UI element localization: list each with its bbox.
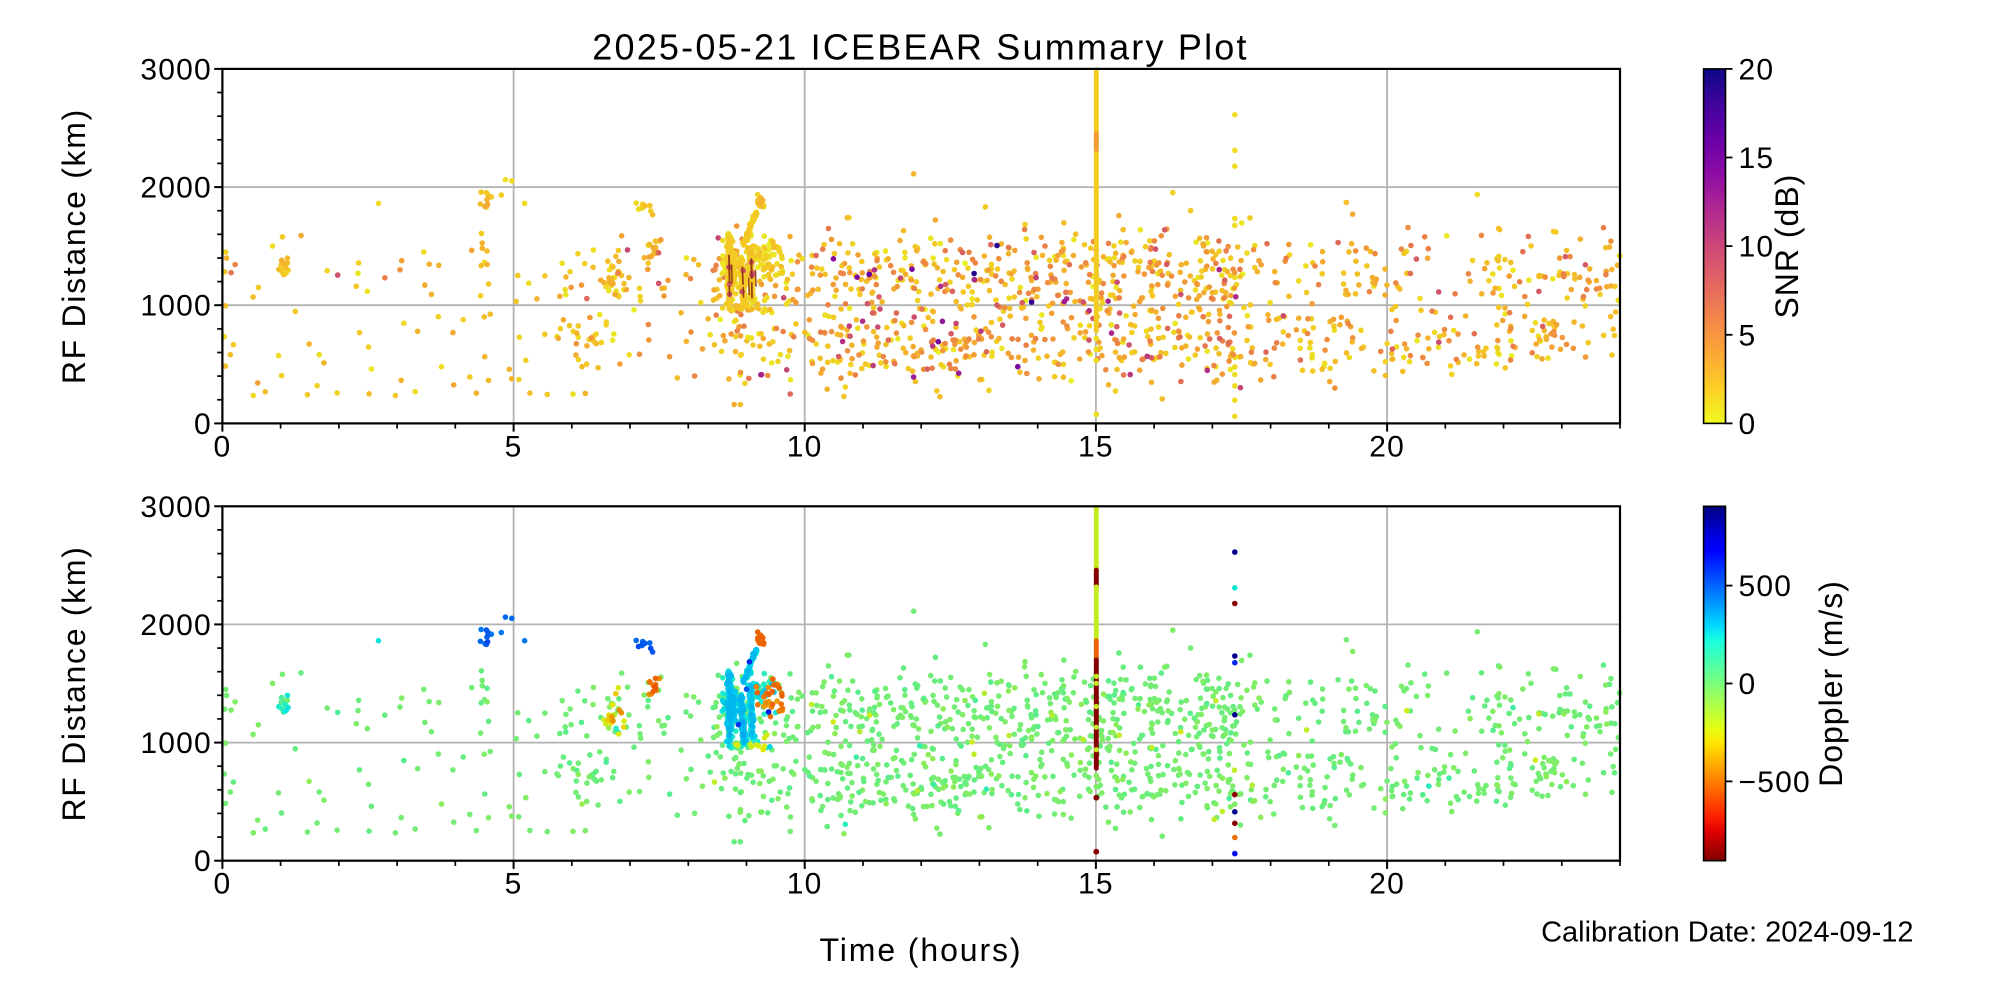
svg-text:−500: −500 <box>1739 766 1811 799</box>
svg-text:0: 0 <box>213 430 231 463</box>
svg-text:3000: 3000 <box>140 53 212 86</box>
svg-text:2000: 2000 <box>140 609 212 642</box>
svg-text:RF Distance (km): RF Distance (km) <box>56 545 92 821</box>
svg-text:15: 15 <box>1739 142 1775 175</box>
svg-text:0: 0 <box>1739 668 1757 701</box>
svg-text:20: 20 <box>1369 868 1405 901</box>
svg-text:5: 5 <box>1739 319 1757 352</box>
svg-text:20: 20 <box>1369 430 1405 463</box>
svg-text:5: 5 <box>505 868 523 901</box>
svg-text:10: 10 <box>787 868 823 901</box>
svg-text:1000: 1000 <box>140 290 212 323</box>
svg-text:0: 0 <box>1739 408 1757 441</box>
svg-text:2025-05-21 ICEBEAR Summary Plo: 2025-05-21 ICEBEAR Summary Plot <box>592 27 1248 68</box>
svg-text:15: 15 <box>1078 868 1114 901</box>
svg-text:1000: 1000 <box>140 727 212 760</box>
svg-text:Calibration Date: 2024-09-12: Calibration Date: 2024-09-12 <box>1541 916 1913 948</box>
svg-text:5: 5 <box>505 430 523 463</box>
svg-text:0: 0 <box>194 845 212 878</box>
svg-text:3000: 3000 <box>140 491 212 524</box>
svg-text:RF Distance (km): RF Distance (km) <box>56 108 92 384</box>
svg-text:10: 10 <box>1739 231 1775 264</box>
svg-text:15: 15 <box>1078 430 1114 463</box>
svg-text:SNR (dB): SNR (dB) <box>1769 174 1805 319</box>
svg-text:Doppler (m/s): Doppler (m/s) <box>1813 580 1849 787</box>
svg-text:0: 0 <box>194 408 212 441</box>
svg-text:500: 500 <box>1739 570 1793 603</box>
svg-text:2000: 2000 <box>140 172 212 205</box>
svg-text:Time (hours): Time (hours) <box>820 932 1023 968</box>
svg-text:10: 10 <box>787 430 823 463</box>
svg-text:0: 0 <box>213 868 231 901</box>
svg-text:20: 20 <box>1739 53 1775 86</box>
